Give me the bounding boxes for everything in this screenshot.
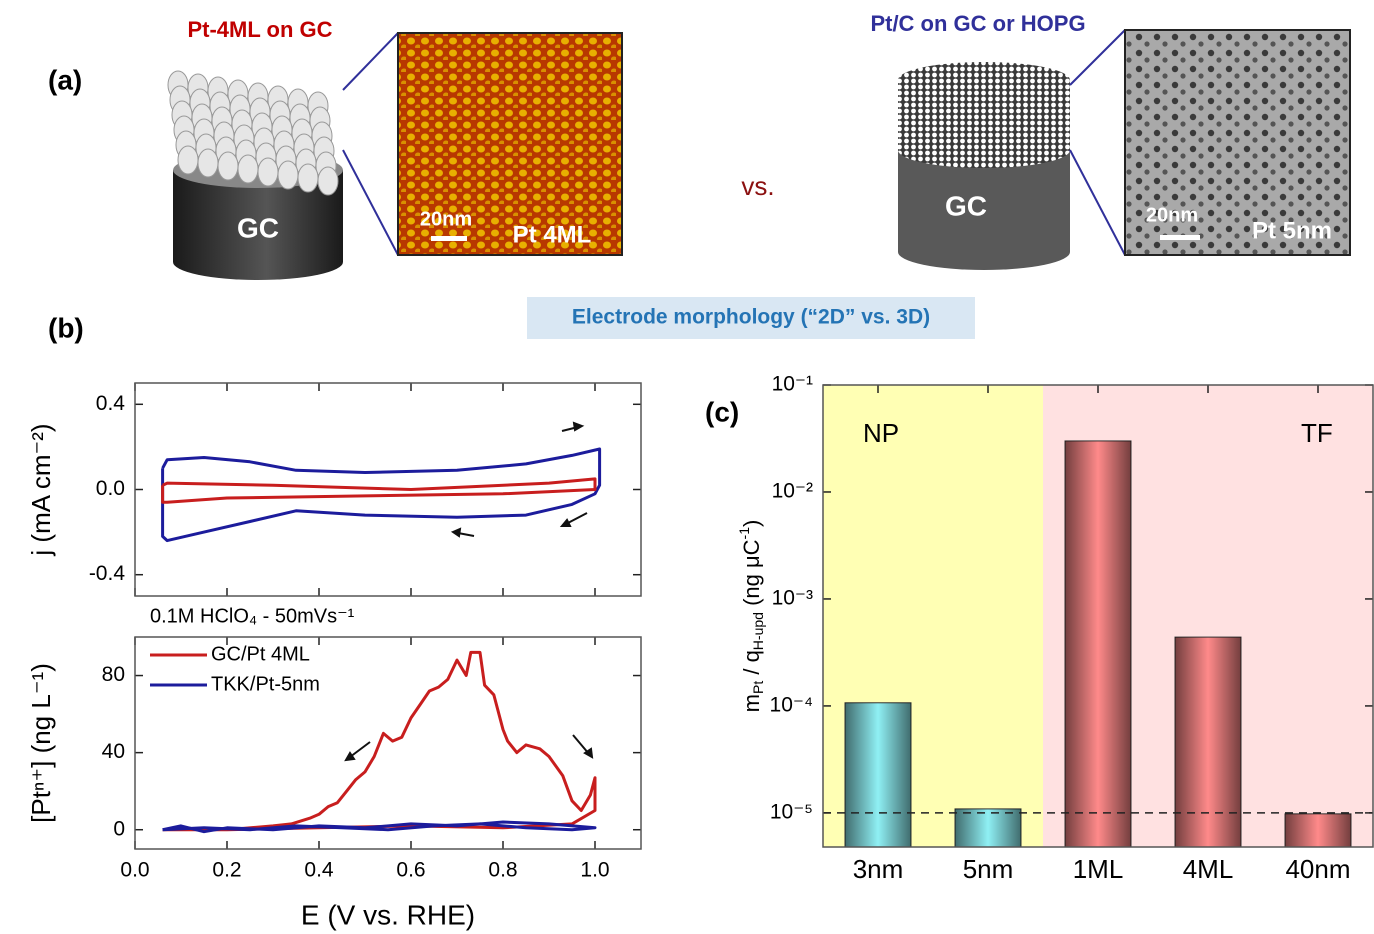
bar-shade [845,702,911,847]
legend-label: GC/Pt 4ML [211,643,310,665]
versus: vs. [741,171,774,201]
y-tick-label: 40 [102,740,125,763]
y-tick-label: 10⁻³ [772,586,813,609]
cylinder-label: GC [237,212,279,243]
x-axis-label: E (V vs. RHE) [301,899,475,930]
left-title: Pt-4ML on GC [187,17,332,42]
y-tick-label: 10⁻⁵ [770,800,813,823]
region-label: TF [1301,418,1333,448]
y-axis-label-part: ) [739,520,764,527]
legend-label: TKK/Pt-5nm [211,673,320,695]
x-tick-label: 0.8 [488,859,517,882]
y-tick-label: -0.4 [89,562,126,585]
image-label: Pt 4ML [513,221,592,248]
series-line [162,650,597,832]
x-tick-label: 40nm [1285,854,1350,884]
panel-label: (b) [48,312,84,343]
pt-layer [167,70,343,196]
banner: Electrode morphology (“2D” vs. 3D) [572,306,930,329]
pt-bump [217,151,239,181]
panel-label: (c) [705,396,739,427]
x-tick-label: 0.2 [212,859,241,882]
cylinder-body [173,170,343,280]
series-line [162,820,597,834]
plot-frame [134,382,642,597]
right-title: Pt/C on GC or HOPG [870,11,1085,36]
y-axis-label-part: (ng μC [739,539,764,612]
pt-bump [177,145,199,175]
pt-bump [237,154,259,184]
tem-image [1124,29,1351,256]
y-tick-label: 0 [113,817,125,840]
x-tick-label: 0.4 [304,859,334,882]
series-line [161,477,597,504]
x-tick-label: 1ML [1073,854,1124,884]
region-label: NP [863,418,899,448]
bar-shade [1285,813,1351,847]
x-tick-label: 0.0 [120,859,149,882]
zoom-line [1069,149,1126,256]
panel-label: (a) [48,64,82,95]
x-tick-label: 0.6 [396,859,425,882]
plot-frame [134,636,642,850]
x-tick-label: 1.0 [580,859,609,882]
scale-bar [1160,235,1200,240]
x-tick-label: 5nm [963,854,1014,884]
banner-box [527,297,975,339]
pt-bump [257,157,279,187]
y-axis-label: mPt / qH-upd (ng μC-1) [736,520,766,713]
particle-layer [898,110,1070,168]
scale-label: 20nm [420,208,472,230]
y-axis-label-part: Pt [750,681,766,694]
bar-shade [1065,440,1131,847]
image-label: Pt 5nm [1252,217,1332,244]
cylinder-label: GC [945,190,987,221]
y-axis-label: j (mA cm⁻²) [26,423,56,556]
series-line [161,447,602,543]
zoom-line [1069,29,1126,86]
particle-layer [898,80,1070,120]
pt-bump [277,160,299,190]
y-axis-label-part: -1 [736,527,752,540]
zoom-line [342,32,399,91]
bar-shade [955,808,1021,847]
y-tick-label: 80 [102,663,125,686]
y-axis-label-part: H-upd [750,612,766,650]
y-tick-label: 10⁻¹ [772,373,813,396]
x-tick-label: 3nm [853,854,904,884]
annotation: 0.1M HClO₄ - 50mVs⁻¹ [150,605,355,627]
x-tick-label: 4ML [1183,854,1234,884]
y-tick-label: 0.0 [96,477,125,500]
scale-label: 20nm [1146,204,1198,226]
y-axis-label-part: m [739,694,764,712]
pt-bump [317,166,339,196]
pt-bump [297,163,319,193]
y-tick-label: 10⁻⁴ [770,693,813,716]
plot-frame [822,384,1374,848]
y-tick-label: 0.4 [96,392,126,415]
pt-bump [197,148,219,178]
zoom-line [342,149,399,256]
y-axis-label-part: / q [739,650,764,681]
bar-shade [1175,637,1241,847]
afm-image [397,32,623,256]
scale-bar [431,236,467,241]
sweep-arrows [344,421,594,762]
y-tick-label: 10⁻² [772,480,813,503]
y-axis-label: [Ptⁿ⁺] (ng L⁻¹) [26,663,56,823]
